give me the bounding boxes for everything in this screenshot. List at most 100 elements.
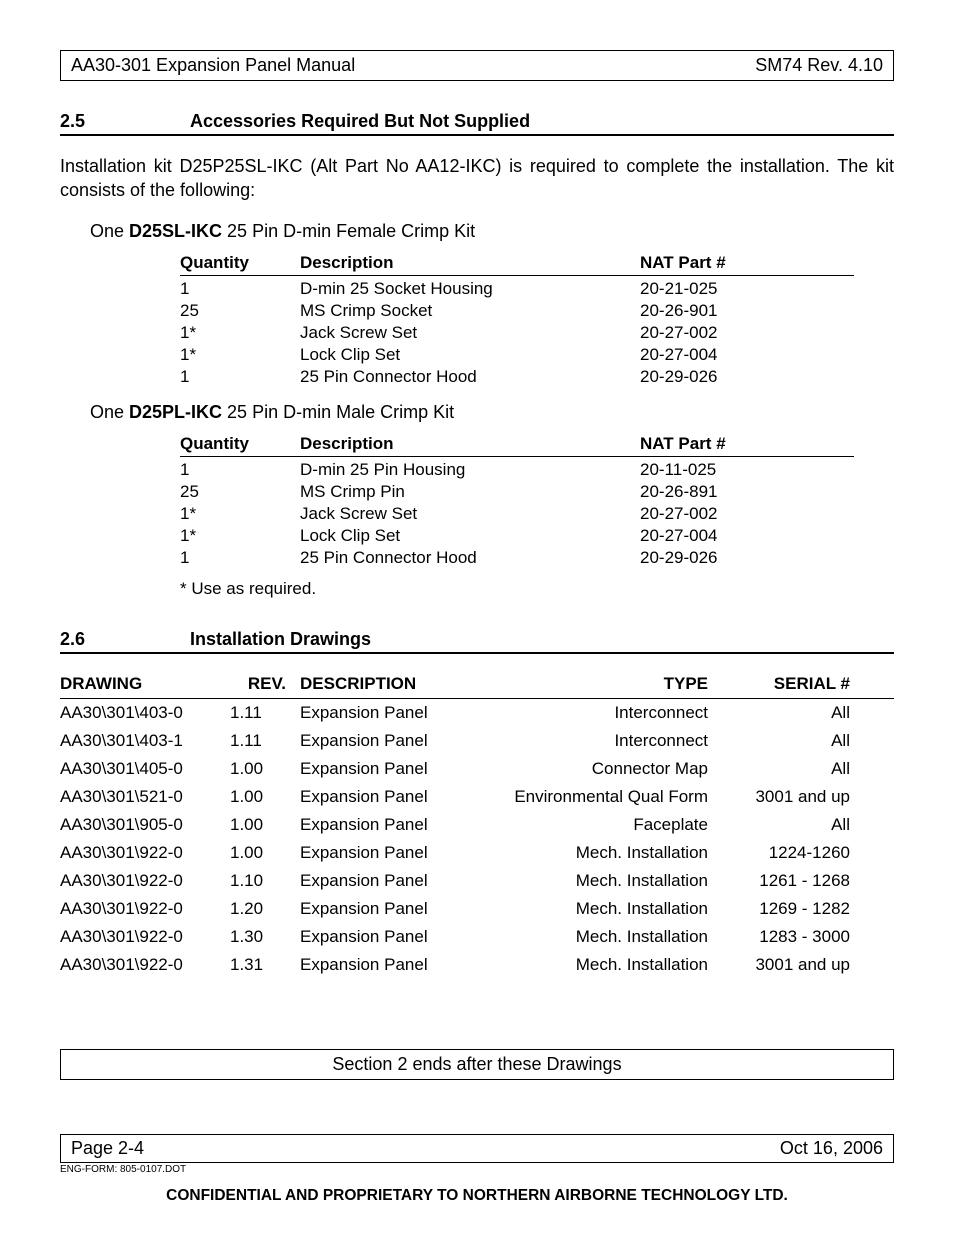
confidential-notice: CONFIDENTIAL AND PROPRIETARY TO NORTHERN… bbox=[60, 1187, 894, 1205]
kit1-desc: Lock Clip Set bbox=[300, 345, 640, 365]
dr-rev: 1.00 bbox=[230, 843, 300, 863]
dr-drawing: AA30\301\403-1 bbox=[60, 731, 230, 751]
kit1-qty: 1* bbox=[180, 323, 300, 343]
kit1-desc: 25 Pin Connector Hood bbox=[300, 367, 640, 387]
kit1-head-desc: Description bbox=[300, 253, 640, 273]
dr-desc: Expansion Panel bbox=[300, 759, 490, 779]
dr-desc: Expansion Panel bbox=[300, 899, 490, 919]
drawings-row: AA30\301\905-01.00Expansion PanelFacepla… bbox=[60, 811, 894, 839]
dr-drawing: AA30\301\922-0 bbox=[60, 899, 230, 919]
kit2-head-qty: Quantity bbox=[180, 434, 300, 454]
dr-drawing: AA30\301\922-0 bbox=[60, 927, 230, 947]
dr-desc: Expansion Panel bbox=[300, 703, 490, 723]
dr-type: Faceplate bbox=[490, 815, 720, 835]
kit1-head-qty: Quantity bbox=[180, 253, 300, 273]
dr-drawing: AA30\301\922-0 bbox=[60, 955, 230, 975]
dr-rev: 1.00 bbox=[230, 759, 300, 779]
kit2-qty: 1* bbox=[180, 526, 300, 546]
kit1-label: One D25SL-IKC 25 Pin D-min Female Crimp … bbox=[90, 221, 894, 242]
footer-area: Page 2-4 Oct 16, 2006 ENG-FORM: 805-0107… bbox=[60, 1134, 894, 1205]
kit2-part: 20-11-025 bbox=[640, 460, 780, 480]
kit1-row: 25MS Crimp Socket20-26-901 bbox=[180, 300, 854, 322]
section-2-5-heading: 2.5 Accessories Required But Not Supplie… bbox=[60, 111, 894, 136]
dr-head-drawing: DRAWING bbox=[60, 674, 230, 694]
dr-drawing: AA30\301\922-0 bbox=[60, 871, 230, 891]
dr-rev: 1.30 bbox=[230, 927, 300, 947]
dr-desc: Expansion Panel bbox=[300, 955, 490, 975]
drawings-row: AA30\301\403-11.11Expansion PanelInterco… bbox=[60, 727, 894, 755]
dr-serial: 1224-1260 bbox=[720, 843, 850, 863]
dr-head-desc: DESCRIPTION bbox=[300, 674, 490, 694]
kit1-qty: 25 bbox=[180, 301, 300, 321]
kit2-table: Quantity Description NAT Part # 1D-min 2… bbox=[180, 433, 854, 569]
footer-page: Page 2-4 bbox=[71, 1138, 144, 1159]
kit1-qty: 1 bbox=[180, 279, 300, 299]
kit1-part: 20-29-026 bbox=[640, 367, 780, 387]
footer-date: Oct 16, 2006 bbox=[780, 1138, 883, 1159]
drawings-table: DRAWING REV. DESCRIPTION TYPE SERIAL # A… bbox=[60, 670, 894, 979]
kit2-head-desc: Description bbox=[300, 434, 640, 454]
kit2-qty: 1* bbox=[180, 504, 300, 524]
dr-type: Mech. Installation bbox=[490, 871, 720, 891]
kit2-header-row: Quantity Description NAT Part # bbox=[180, 433, 854, 457]
kit1-qty: 1 bbox=[180, 367, 300, 387]
kit1-row: 1*Jack Screw Set20-27-002 bbox=[180, 322, 854, 344]
dr-serial: All bbox=[720, 703, 850, 723]
kit2-row: 1*Lock Clip Set20-27-004 bbox=[180, 525, 854, 547]
kit1-head-part: NAT Part # bbox=[640, 253, 780, 273]
kit1-desc: D-min 25 Socket Housing bbox=[300, 279, 640, 299]
section-2-5-title: Accessories Required But Not Supplied bbox=[190, 111, 530, 132]
kit2-desc: 25 Pin Connector Hood bbox=[300, 548, 640, 568]
dr-rev: 1.20 bbox=[230, 899, 300, 919]
dr-type: Mech. Installation bbox=[490, 927, 720, 947]
section-2-6-num: 2.6 bbox=[60, 629, 190, 650]
kit1-row: 1*Lock Clip Set20-27-004 bbox=[180, 344, 854, 366]
dr-type: Mech. Installation bbox=[490, 899, 720, 919]
dr-head-type: TYPE bbox=[490, 674, 720, 694]
dr-serial: 1283 - 3000 bbox=[720, 927, 850, 947]
dr-rev: 1.10 bbox=[230, 871, 300, 891]
dr-rev: 1.31 bbox=[230, 955, 300, 975]
dr-drawing: AA30\301\521-0 bbox=[60, 787, 230, 807]
dr-type: Mech. Installation bbox=[490, 843, 720, 863]
kit2-qty: 25 bbox=[180, 482, 300, 502]
dr-drawing: AA30\301\403-0 bbox=[60, 703, 230, 723]
dr-serial: All bbox=[720, 815, 850, 835]
kit2-part: 20-29-026 bbox=[640, 548, 780, 568]
kit2-row: 125 Pin Connector Hood20-29-026 bbox=[180, 547, 854, 569]
kit1-part: 20-21-025 bbox=[640, 279, 780, 299]
dr-type: Mech. Installation bbox=[490, 955, 720, 975]
dr-desc: Expansion Panel bbox=[300, 871, 490, 891]
kit2-prefix: One bbox=[90, 402, 129, 422]
dr-drawing: AA30\301\922-0 bbox=[60, 843, 230, 863]
dr-rev: 1.11 bbox=[230, 731, 300, 751]
drawings-row: AA30\301\922-01.31Expansion PanelMech. I… bbox=[60, 951, 894, 979]
section-2-6-title: Installation Drawings bbox=[190, 629, 371, 650]
section-end-box: Section 2 ends after these Drawings bbox=[60, 1049, 894, 1080]
dr-serial: 1261 - 1268 bbox=[720, 871, 850, 891]
dr-serial: 1269 - 1282 bbox=[720, 899, 850, 919]
page: AA30-301 Expansion Panel Manual SM74 Rev… bbox=[0, 0, 954, 1235]
kit2-desc: MS Crimp Pin bbox=[300, 482, 640, 502]
kit1-qty: 1* bbox=[180, 345, 300, 365]
section-2-5-para: Installation kit D25P25SL-IKC (Alt Part … bbox=[60, 154, 894, 203]
dr-desc: Expansion Panel bbox=[300, 731, 490, 751]
dr-drawing: AA30\301\905-0 bbox=[60, 815, 230, 835]
dr-head-rev: REV. bbox=[230, 674, 300, 694]
kit1-table: Quantity Description NAT Part # 1D-min 2… bbox=[180, 252, 854, 388]
dr-desc: Expansion Panel bbox=[300, 787, 490, 807]
kit2-bold: D25PL-IKC bbox=[129, 402, 222, 422]
kit2-part: 20-26-891 bbox=[640, 482, 780, 502]
kit1-part: 20-27-002 bbox=[640, 323, 780, 343]
dr-rev: 1.00 bbox=[230, 815, 300, 835]
kit1-prefix: One bbox=[90, 221, 129, 241]
dr-serial: 3001 and up bbox=[720, 955, 850, 975]
eng-form-label: ENG-FORM: 805-0107.DOT bbox=[60, 1164, 894, 1175]
dr-head-serial: SERIAL # bbox=[720, 674, 850, 694]
kit2-part: 20-27-002 bbox=[640, 504, 780, 524]
kit2-desc: Jack Screw Set bbox=[300, 504, 640, 524]
kit1-part: 20-26-901 bbox=[640, 301, 780, 321]
kit2-qty: 1 bbox=[180, 548, 300, 568]
kit1-header-row: Quantity Description NAT Part # bbox=[180, 252, 854, 276]
dr-rev: 1.00 bbox=[230, 787, 300, 807]
